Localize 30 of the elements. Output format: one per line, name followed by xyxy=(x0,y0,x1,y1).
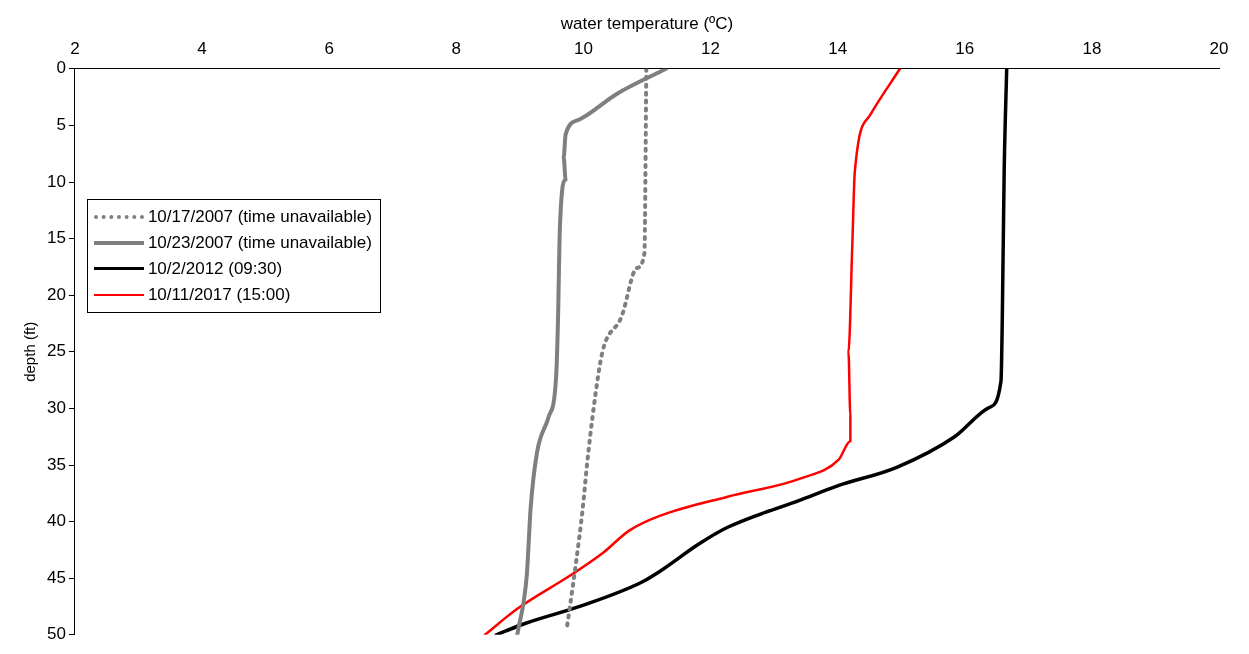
x-tick-label: 10 xyxy=(573,39,593,59)
y-tick-label: 10 xyxy=(46,171,66,191)
y-tick-label: 20 xyxy=(46,284,66,304)
y-tick-label: 15 xyxy=(46,228,66,248)
y-tick-label: 35 xyxy=(46,454,66,474)
x-tick-label: 14 xyxy=(828,39,848,59)
x-axis-title: water temperature (ºC) xyxy=(559,13,734,33)
line-series xyxy=(515,68,669,635)
y-tick-label: 25 xyxy=(46,341,66,361)
line-series xyxy=(494,68,1009,635)
x-tick-label: 16 xyxy=(955,39,975,59)
x-tick-label: 4 xyxy=(197,39,207,59)
legend-label: 10/17/2007 (time unavailable) xyxy=(147,206,372,227)
y-tick-label: 50 xyxy=(46,624,66,644)
x-tick-label: 2 xyxy=(70,39,80,59)
legend-label: 10/23/2007 (time unavailable) xyxy=(147,232,372,253)
line-series xyxy=(483,68,902,635)
y-tick-label: 40 xyxy=(46,511,66,531)
x-tick-label: 18 xyxy=(1082,39,1102,59)
y-tick-label: 5 xyxy=(56,115,66,135)
y-axis-title: depth (ft) xyxy=(21,321,39,382)
x-tick-label: 12 xyxy=(701,39,720,59)
legend-label: 10/11/2017 (15:00) xyxy=(147,284,291,305)
x-tick-label: 20 xyxy=(1209,39,1229,59)
y-tick-label: 45 xyxy=(46,567,66,587)
x-tick-label: 8 xyxy=(451,39,462,59)
y-tick-label: 0 xyxy=(56,58,66,78)
legend-label: 10/2/2012 (09:30) xyxy=(147,258,283,279)
x-tick-label: 6 xyxy=(324,39,334,59)
y-tick-label: 30 xyxy=(46,398,66,418)
